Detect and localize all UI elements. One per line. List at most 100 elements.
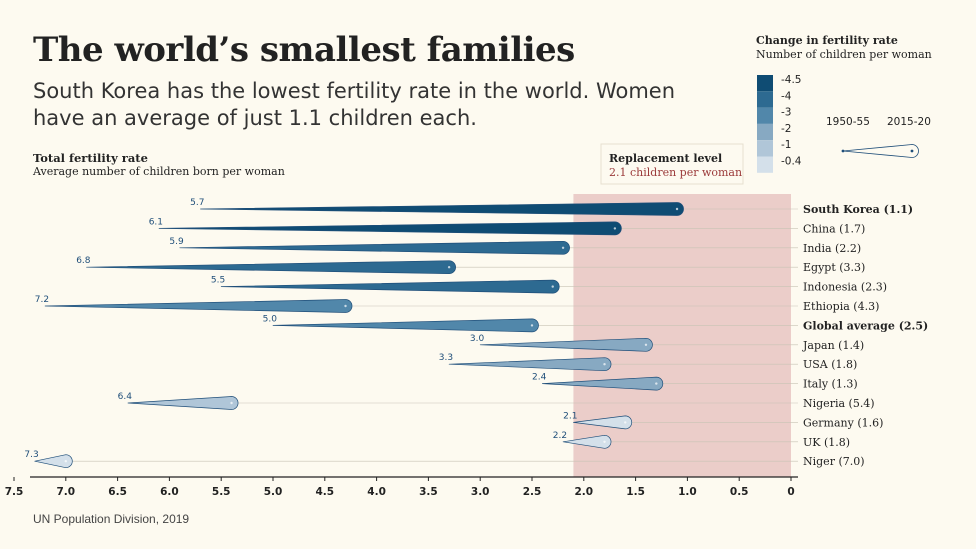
fertility-drop [272, 318, 539, 333]
start-value-label: 5.7 [190, 198, 204, 208]
country-label: China (1.7) [803, 222, 865, 235]
replacement-label-title: Replacement level [609, 152, 722, 165]
fertility-drop [479, 337, 653, 352]
start-value-label: 7.2 [35, 295, 49, 305]
x-tick-label: 0.5 [730, 486, 749, 498]
fertility-drop [44, 299, 353, 313]
end-dot [624, 421, 627, 424]
fertility-drop [86, 260, 456, 275]
end-dot [230, 401, 233, 405]
x-tick-label: 6.5 [108, 486, 127, 498]
country-label: Indonesia (2.3) [803, 281, 887, 294]
source-note: UN Population Division, 2019 [33, 512, 190, 526]
country-label: Egypt (3.3) [803, 261, 865, 274]
end-dot [613, 227, 617, 230]
axis-subtitle: Average number of children born per woma… [33, 165, 285, 178]
start-value-label: 2.2 [553, 431, 567, 441]
axis-title: Total fertility rate [33, 151, 148, 165]
legend-swatch-label: -0.4 [781, 156, 802, 168]
fertility-drop [200, 202, 684, 216]
country-label: India (2.2) [803, 242, 861, 255]
x-tick-label: 3.0 [471, 486, 490, 498]
fertility-drop [562, 434, 612, 449]
fertility-drop [179, 240, 570, 255]
x-tick-label: 1.0 [678, 486, 697, 498]
country-label: Japan (1.4) [802, 339, 864, 352]
x-tick-label: 5.0 [264, 486, 283, 498]
replacement-zone [573, 194, 791, 477]
x-tick-label: 0 [787, 486, 794, 498]
end-dot [603, 440, 606, 443]
legend-swatch [757, 156, 773, 173]
end-dot [551, 285, 554, 288]
x-tick-label: 4.0 [367, 486, 386, 498]
fertility-drop [448, 357, 612, 372]
legend-subtitle: Number of children per woman [756, 48, 932, 61]
fertility-drop [127, 396, 239, 410]
x-tick-label: 1.5 [626, 486, 645, 498]
end-dot [644, 343, 648, 346]
start-value-label: 2.1 [563, 411, 577, 421]
legend-period-start: 1950-55 [826, 116, 870, 128]
start-value-label: 2.4 [532, 373, 547, 383]
legend-period-end: 2015-20 [887, 116, 931, 128]
x-tick-label: 2.0 [574, 486, 593, 498]
replacement-label-box [600, 143, 744, 185]
legend-swatch [757, 140, 773, 157]
end-dot [344, 304, 347, 308]
country-label: Ethiopia (4.3) [803, 300, 879, 313]
country-label: USA (1.8) [803, 358, 857, 371]
x-tick-label: 3.5 [419, 486, 438, 498]
x-tick-label: 7.5 [5, 486, 24, 498]
end-dot [64, 460, 68, 463]
fertility-drop [220, 279, 560, 294]
chart-title: The world’s smallest families [33, 30, 575, 70]
start-value-label: 5.0 [263, 314, 278, 324]
legend-swatch-label: -4.5 [781, 74, 802, 86]
legend-swatch [757, 107, 773, 124]
country-label: Global average (2.5) [803, 319, 928, 332]
x-tick-label: 7.0 [56, 486, 75, 498]
start-value-label: 5.9 [169, 237, 184, 247]
start-value-label: 5.5 [211, 276, 225, 286]
legend-swatch-label: -1 [781, 139, 791, 151]
country-label: Niger (7.0) [803, 455, 865, 468]
replacement-label-value: 2.1 children per woman [609, 166, 742, 179]
legend-title: Change in fertility rate [756, 34, 898, 47]
start-value-label: 6.8 [76, 256, 91, 266]
start-value-label: 6.4 [118, 392, 133, 402]
legend-swatch-label: -4 [781, 90, 792, 102]
start-value-label: 3.0 [470, 334, 485, 344]
chart-subtitle: South Korea has the lowest fertility rat… [33, 79, 676, 130]
country-label: Nigeria (5.4) [803, 397, 875, 410]
fertility-drop [573, 415, 633, 430]
end-dot [530, 324, 534, 327]
end-dot [561, 246, 565, 249]
start-value-label: 7.3 [24, 450, 38, 460]
fertility-drop [542, 376, 664, 391]
legend-end-dot [910, 149, 914, 153]
legend-swatch [757, 91, 773, 108]
end-dot [447, 266, 451, 269]
legend-example-drop [842, 144, 919, 158]
end-dot [675, 207, 679, 211]
country-label: South Korea (1.1) [803, 203, 913, 216]
x-tick-label: 5.5 [212, 486, 231, 498]
x-tick-label: 6.0 [160, 486, 179, 498]
fertility-drop [158, 221, 622, 236]
country-label: Italy (1.3) [803, 378, 858, 391]
fertility-drop [34, 454, 73, 469]
legend-start-dot [841, 149, 845, 153]
country-label: Germany (1.6) [803, 416, 883, 429]
country-label: UK (1.8) [803, 436, 850, 449]
x-tick-label: 4.5 [315, 486, 334, 498]
legend-swatch-label: -2 [781, 123, 791, 135]
start-value-label: 6.1 [149, 217, 163, 227]
legend-swatch [757, 123, 773, 141]
end-dot [603, 363, 606, 366]
end-dot [655, 382, 658, 385]
x-tick-label: 2.5 [523, 486, 542, 498]
legend-swatch [757, 75, 773, 92]
start-value-label: 3.3 [439, 353, 453, 363]
